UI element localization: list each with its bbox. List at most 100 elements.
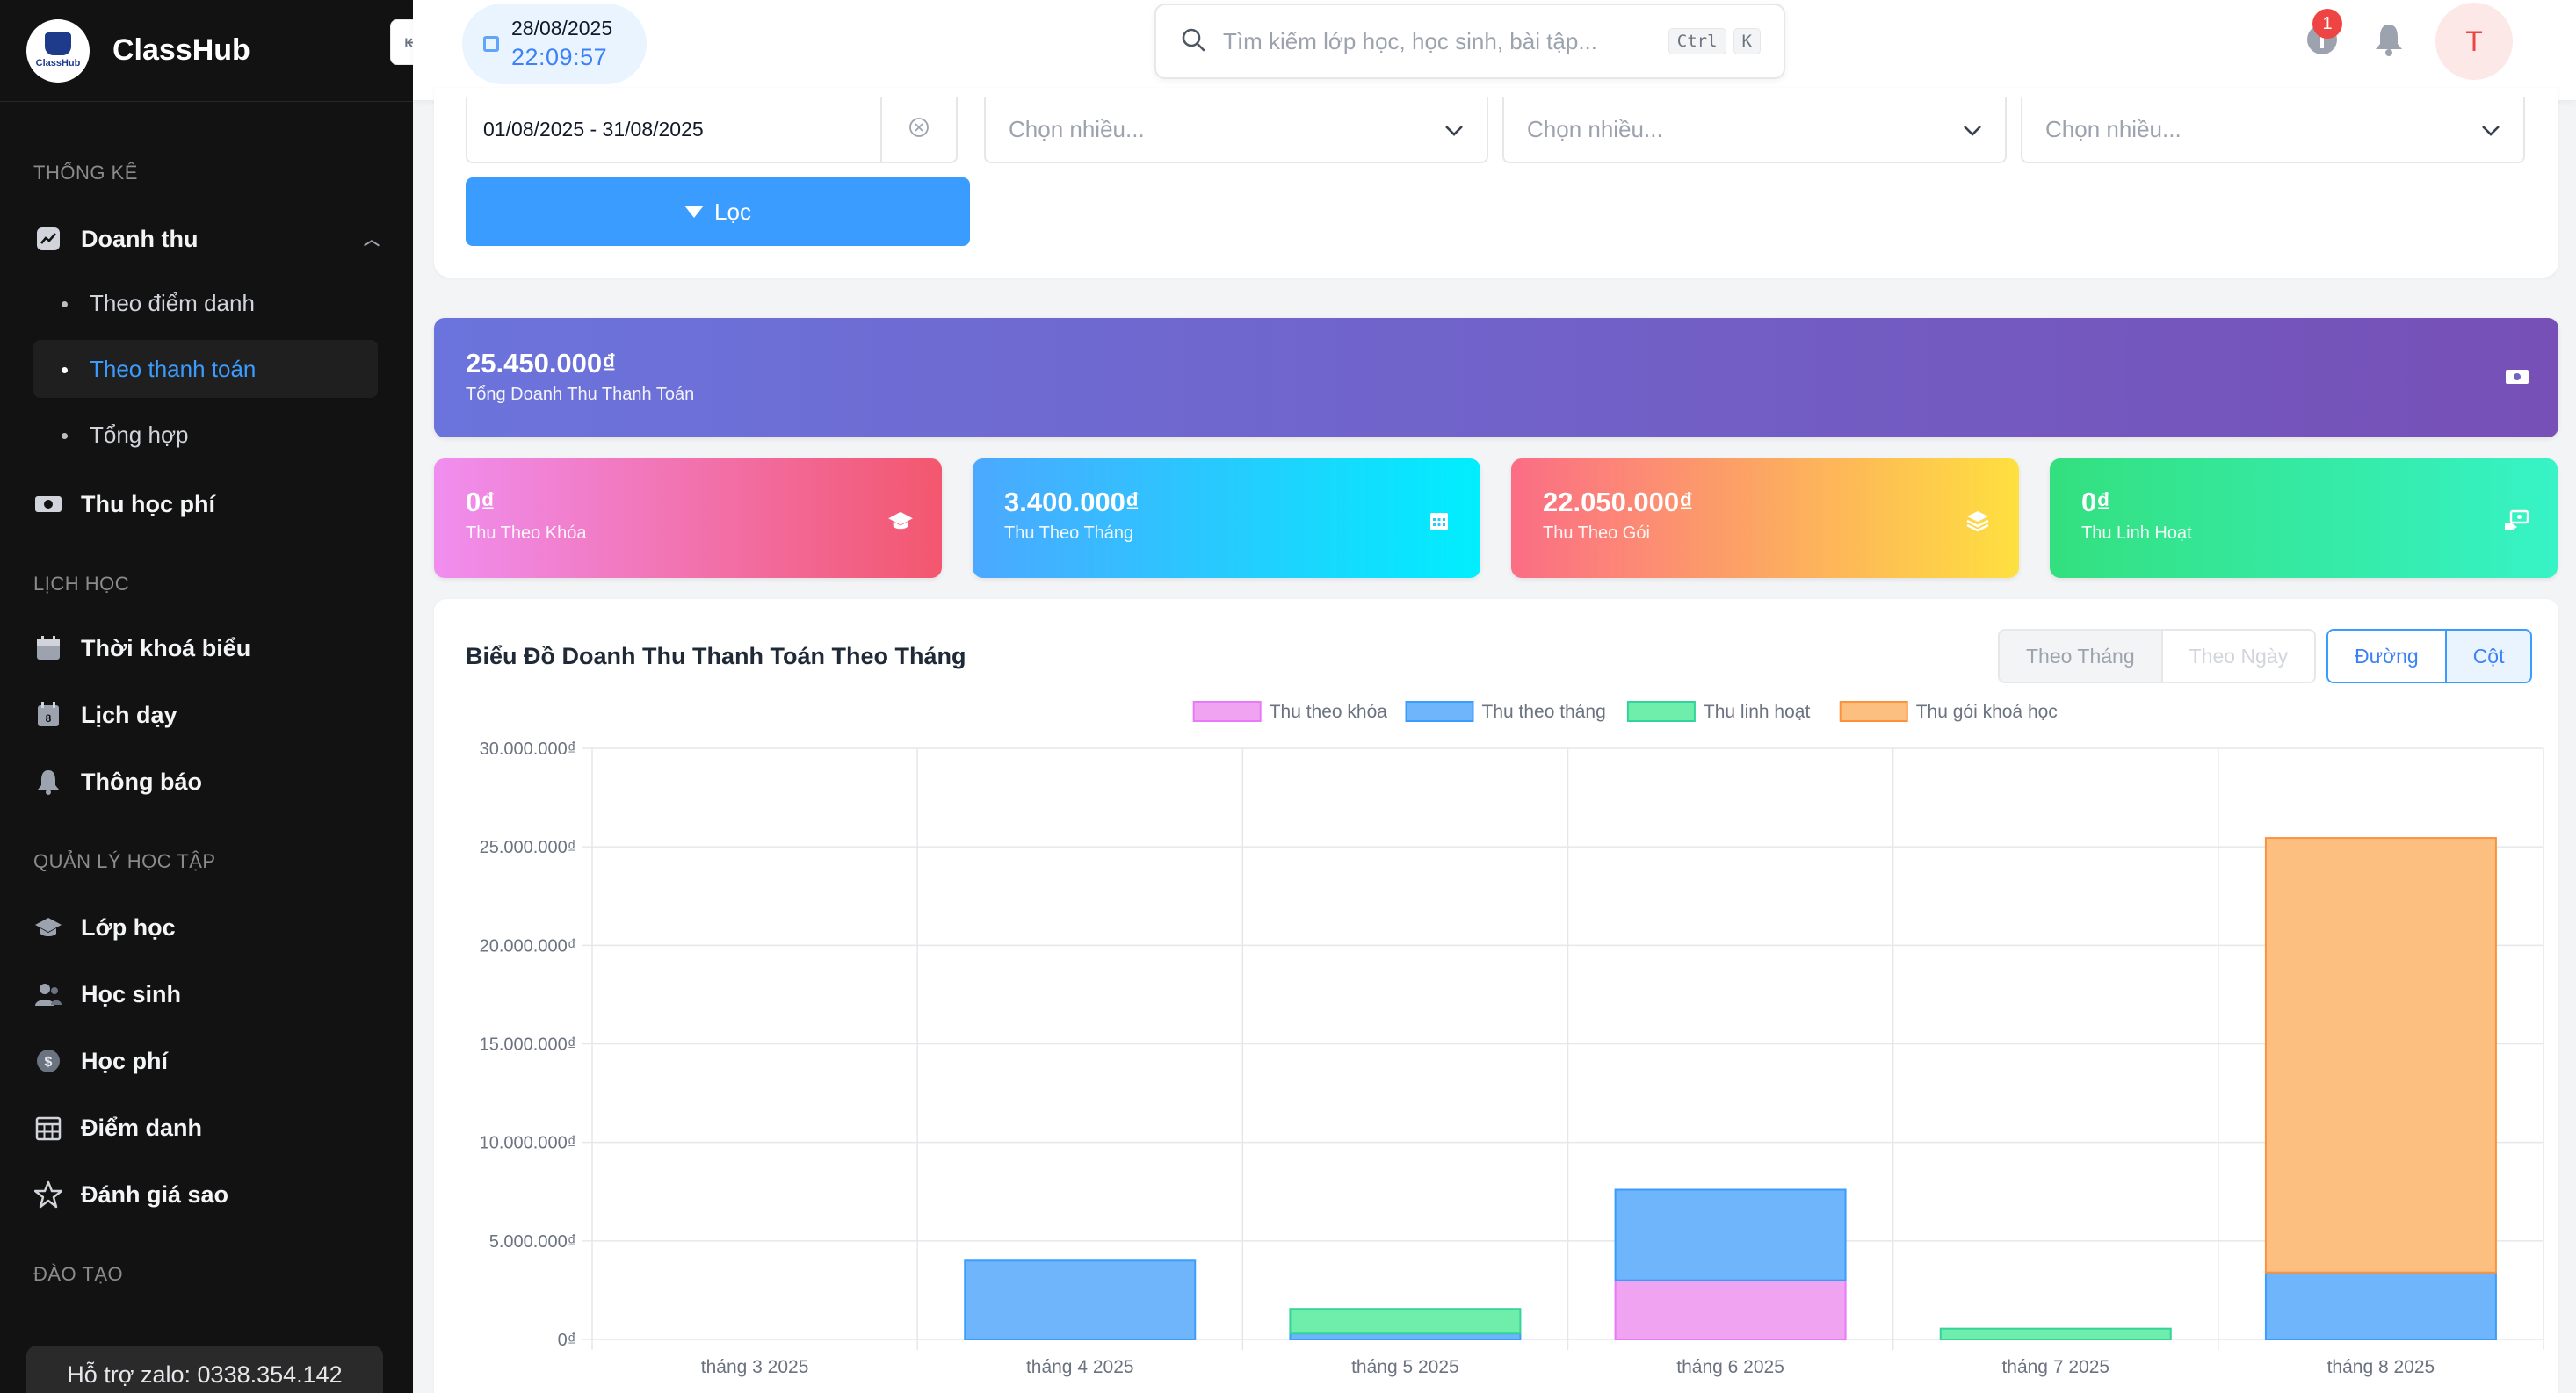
sidebar-item-notifications[interactable]: Thông báo: [33, 755, 380, 808]
x-tick-label: tháng 7 2025: [2001, 1357, 2109, 1377]
y-tick-label: 5.000.000₫: [489, 1232, 576, 1252]
user-avatar[interactable]: T: [2435, 3, 2513, 80]
bell-icon: [2374, 23, 2404, 61]
x-tick-label: tháng 4 2025: [1026, 1357, 1134, 1377]
y-axis: 0₫ 5.000.000₫ 10.000.000₫ 15.000.000₫ 20.000…: [480, 740, 576, 1350]
sidebar-subitem-attendance[interactable]: Theo điểm danh: [33, 274, 378, 332]
sidebar-item-label: Doanh thu: [81, 225, 199, 252]
bar-segment: [1939, 1327, 2172, 1341]
stat-total-revenue: 25.450.000₫ Tổng Doanh Thu Thanh Toán: [434, 318, 2558, 437]
stat-label: Thu Linh Hoạt: [2081, 523, 2192, 543]
stat-label: Tổng Doanh Thu Thanh Toán: [466, 385, 695, 404]
search-placeholder: Tìm kiếm lớp học, học sinh, bài tập...: [1223, 27, 1598, 54]
stat-label: Thu Theo Khóa: [466, 523, 587, 543]
notifications-button[interactable]: [2369, 21, 2409, 61]
sidebar-item-label: Thời khoá biểu: [81, 634, 251, 661]
chevron-up-icon[interactable]: ︿: [364, 231, 380, 249]
sidebar-item-label: Học sinh: [81, 980, 182, 1007]
multi-select-2[interactable]: Chọn nhiều...: [1502, 97, 2007, 163]
date-time-widget: 28/08/2025 22:09:57: [462, 4, 647, 84]
sidebar-item-teaching-schedule[interactable]: 8 Lịch dạy: [33, 689, 380, 741]
period-by-month-button[interactable]: Theo Tháng: [2000, 631, 2161, 682]
bar-segment: [2264, 837, 2497, 1274]
sidebar-item-classes[interactable]: Lớp học: [33, 901, 380, 954]
chart-title: Biểu Đồ Doanh Thu Thanh Toán Theo Tháng: [466, 643, 966, 669]
chart-bars: [964, 837, 2497, 1341]
y-tick-label: 10.000.000₫: [480, 1134, 576, 1153]
sidebar-item-attendance[interactable]: Điểm danh: [33, 1101, 380, 1154]
dollar-icon: $: [33, 1046, 63, 1076]
section-title-learning: QUẢN LÝ HỌC TẬP: [33, 850, 216, 872]
section-title-training: ĐÀO TẠO: [33, 1263, 124, 1285]
sidebar: ClassHub ClassHub THỐNG KÊ Doanh thu ︿ T…: [0, 0, 413, 1393]
filter-card: 01/08/2025 - 31/08/2025 Chọn nhiều... Ch…: [434, 88, 2558, 278]
users-icon: [33, 979, 63, 1009]
chevron-down-icon: [2481, 116, 2500, 143]
sidebar-item-revenue[interactable]: Doanh thu ︿: [33, 213, 380, 265]
legend-label: Thu theo tháng: [1482, 702, 1606, 722]
y-tick-label: 15.000.000₫: [480, 1036, 576, 1055]
legend-swatch: [1626, 701, 1696, 722]
bell-icon: [33, 767, 63, 797]
sidebar-item-label: Lịch dạy: [81, 701, 177, 728]
y-tick-label: 0₫: [558, 1331, 576, 1350]
top-header: 28/08/2025 22:09:57 Tìm kiếm lớp học, họ…: [413, 0, 2576, 100]
calendar-day-icon: 8: [33, 700, 63, 730]
current-time: 22:09:57: [511, 44, 608, 70]
legend-label: Thu linh hoạt: [1704, 702, 1811, 722]
filter-button[interactable]: Lọc: [466, 177, 970, 246]
y-tick-label: 25.000.000₫: [480, 838, 576, 857]
stat-amount: 22.050.000₫: [1543, 487, 1694, 517]
calendar-icon: [483, 36, 499, 52]
sidebar-item-label: Lớp học: [81, 913, 176, 941]
bar-segment: [964, 1259, 1197, 1340]
chart-type-bar-button[interactable]: Cột: [2444, 631, 2531, 682]
x-tick-label: tháng 8 2025: [2327, 1357, 2435, 1377]
section-title-schedule: LỊCH HỌC: [33, 573, 130, 595]
legend-label: Thu theo khóa: [1270, 702, 1388, 722]
clear-date-button[interactable]: [882, 117, 956, 142]
date-range-input[interactable]: 01/08/2025 - 31/08/2025: [466, 97, 958, 163]
period-by-day-button[interactable]: Theo Ngày: [2160, 631, 2315, 682]
chevron-down-icon: [1963, 116, 1982, 143]
support-zalo-button[interactable]: Hỗ trợ zalo: 0338.354.142: [26, 1346, 383, 1393]
legend-label: Thu gói khoá học: [1916, 702, 2058, 722]
sidebar-item-star-rating[interactable]: Đánh giá sao: [33, 1168, 380, 1221]
chart-type-line-button[interactable]: Đường: [2328, 631, 2445, 682]
sidebar-item-timetable[interactable]: Thời khoá biểu: [33, 622, 380, 675]
svg-text:8: 8: [46, 712, 52, 725]
sidebar-item-tuition-collection[interactable]: Thu học phí: [33, 478, 380, 530]
x-tick-label: tháng 3 2025: [701, 1357, 809, 1377]
brand[interactable]: ClassHub ClassHub: [0, 0, 413, 102]
sidebar-item-students[interactable]: Học sinh: [33, 968, 380, 1021]
chart-type-toggle: Đường Cột: [2326, 629, 2533, 683]
current-date: 28/08/2025: [511, 17, 613, 40]
bar-segment: [1614, 1279, 1847, 1341]
date-range-value: 01/08/2025 - 31/08/2025: [467, 97, 882, 162]
stat-amount: 0₫: [466, 487, 496, 517]
sidebar-item-label: Thông báo: [81, 768, 202, 795]
y-tick-label: 30.000.000₫: [480, 740, 576, 759]
stat-course-revenue: 0₫ Thu Theo Khóa: [434, 458, 942, 578]
notification-count-badge: 1: [2312, 9, 2342, 39]
shortcut-key-k: K: [1733, 28, 1761, 54]
chevron-down-icon: [1444, 116, 1464, 143]
chart-grid: [582, 747, 2544, 1350]
x-axis: tháng 3 2025 tháng 4 2025 tháng 5 2025 thán…: [701, 1357, 2435, 1377]
filter-icon: [684, 206, 705, 218]
sidebar-subitem-summary[interactable]: Tổng hợp: [33, 406, 378, 464]
multi-select-1[interactable]: Chọn nhiều...: [984, 97, 1488, 163]
sidebar-item-tuition[interactable]: $ Học phí: [33, 1035, 380, 1087]
x-tick-label: tháng 5 2025: [1351, 1357, 1459, 1377]
stat-amount: 25.450.000₫: [466, 348, 617, 379]
global-search-input[interactable]: Tìm kiếm lớp học, học sinh, bài tập... C…: [1154, 4, 1785, 79]
graduation-cap-icon: [887, 508, 914, 534]
sidebar-subitem-payment[interactable]: Theo thanh toán: [33, 340, 378, 398]
stat-label: Thu Theo Gói: [1543, 523, 1650, 543]
sidebar-item-label: Đánh giá sao: [81, 1180, 229, 1208]
revenue-bar-chart: Thu theo khóa Thu theo tháng Thu linh hoạt…: [480, 701, 2544, 1377]
star-icon: [33, 1180, 63, 1209]
multi-select-3[interactable]: Chọn nhiều...: [2021, 97, 2525, 163]
calendar-icon: [1426, 508, 1452, 534]
grid-calendar-icon: [33, 1113, 63, 1143]
